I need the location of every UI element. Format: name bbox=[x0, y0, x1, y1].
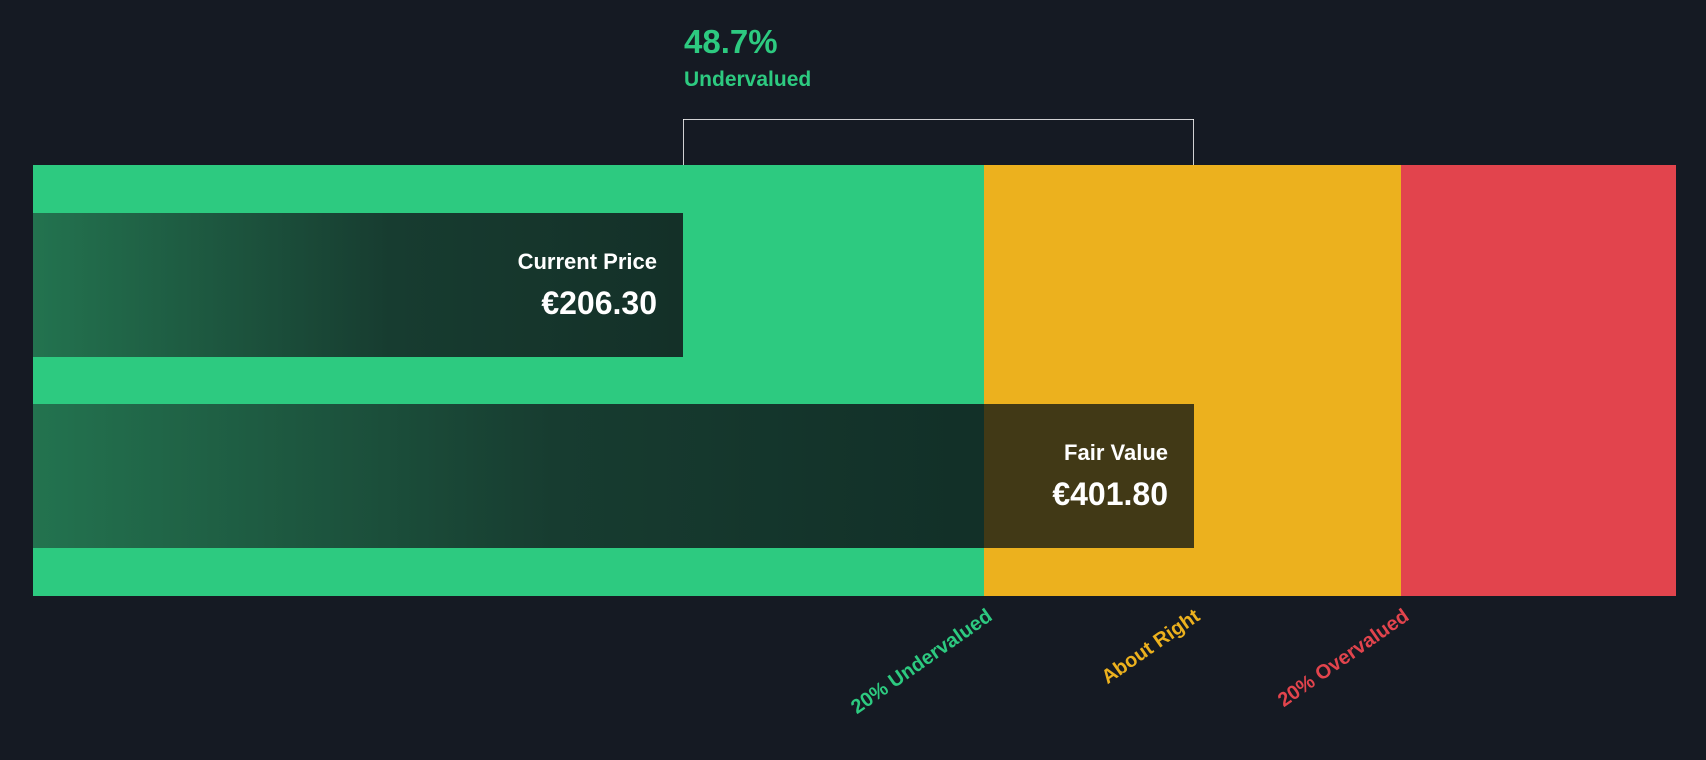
current-price-label: Current Price bbox=[517, 248, 657, 274]
valuation-band: Current Price €206.30 Fair Value €401.80 bbox=[33, 165, 1676, 596]
discount-status: Undervalued bbox=[684, 68, 812, 92]
discount-percent: 48.7% bbox=[684, 23, 778, 60]
bracket-horizontal-line bbox=[683, 119, 1194, 120]
fair-value-label: Fair Value bbox=[1064, 439, 1168, 465]
zone-overvalued bbox=[1401, 165, 1676, 596]
current-price-value: €206.30 bbox=[541, 284, 657, 321]
fair-value-bar[interactable]: Fair Value €401.80 bbox=[33, 404, 1194, 548]
fair-value-label-box: Fair Value €401.80 bbox=[984, 404, 1194, 548]
fair-value-value: €401.80 bbox=[1052, 475, 1168, 512]
discount-annotation: 48.7% Undervalued bbox=[684, 23, 812, 92]
axis-label-about-right: About Right bbox=[1097, 605, 1204, 689]
current-price-bar[interactable]: Current Price €206.30 bbox=[33, 213, 683, 357]
axis-label-20-overvalued: 20% Overvalued bbox=[1274, 605, 1414, 712]
axis-label-20-undervalued: 20% Undervalued bbox=[847, 605, 997, 719]
